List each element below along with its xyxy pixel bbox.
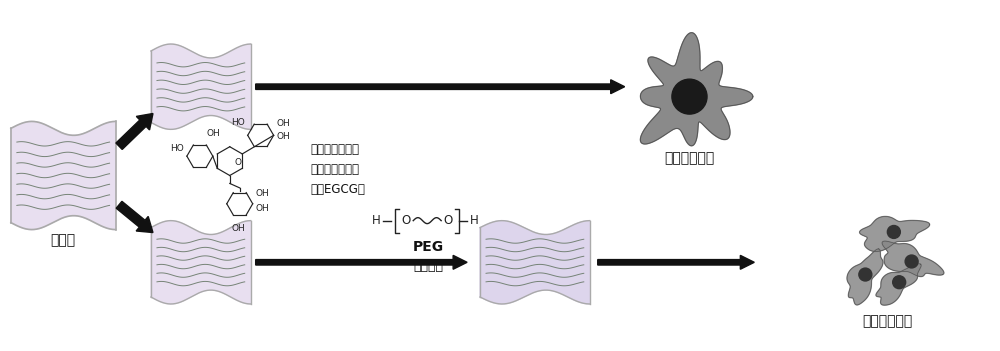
Text: OH: OH xyxy=(277,119,290,128)
Polygon shape xyxy=(11,121,116,230)
Text: 酯（EGCG）: 酯（EGCG） xyxy=(311,183,365,196)
Polygon shape xyxy=(860,217,930,251)
Polygon shape xyxy=(847,249,883,305)
Text: 促进细胞活力: 促进细胞活力 xyxy=(862,314,912,328)
Text: OH: OH xyxy=(256,204,269,213)
Text: OH: OH xyxy=(232,224,246,233)
Polygon shape xyxy=(256,80,625,94)
Circle shape xyxy=(887,225,900,238)
Text: OH: OH xyxy=(256,189,269,198)
Polygon shape xyxy=(116,113,153,150)
Text: O: O xyxy=(402,214,411,227)
Polygon shape xyxy=(480,221,590,304)
Polygon shape xyxy=(876,264,921,305)
Text: PEG: PEG xyxy=(413,240,444,254)
Polygon shape xyxy=(882,241,944,277)
Text: H: H xyxy=(372,214,381,227)
Circle shape xyxy=(905,255,918,268)
Text: HO: HO xyxy=(170,144,184,153)
Text: 抑制细胞活力: 抑制细胞活力 xyxy=(664,151,715,165)
Circle shape xyxy=(859,268,872,281)
Text: HO: HO xyxy=(231,118,245,127)
Polygon shape xyxy=(598,256,754,269)
Polygon shape xyxy=(116,201,153,233)
Text: OH: OH xyxy=(206,129,220,138)
Text: 高浓度表没食子: 高浓度表没食子 xyxy=(311,143,360,156)
Polygon shape xyxy=(256,256,467,269)
Text: 聚乙二醇: 聚乙二醇 xyxy=(413,260,443,273)
Text: OH: OH xyxy=(277,132,290,141)
Circle shape xyxy=(672,79,707,114)
Text: H: H xyxy=(470,214,478,227)
Polygon shape xyxy=(640,33,753,146)
Circle shape xyxy=(893,276,906,289)
Text: 儿茶素没食子酸: 儿茶素没食子酸 xyxy=(311,163,360,176)
Text: O: O xyxy=(234,158,241,167)
Polygon shape xyxy=(151,44,251,130)
Text: O: O xyxy=(444,214,453,227)
Polygon shape xyxy=(151,221,251,304)
Text: 胶原膜: 胶原膜 xyxy=(51,233,76,247)
